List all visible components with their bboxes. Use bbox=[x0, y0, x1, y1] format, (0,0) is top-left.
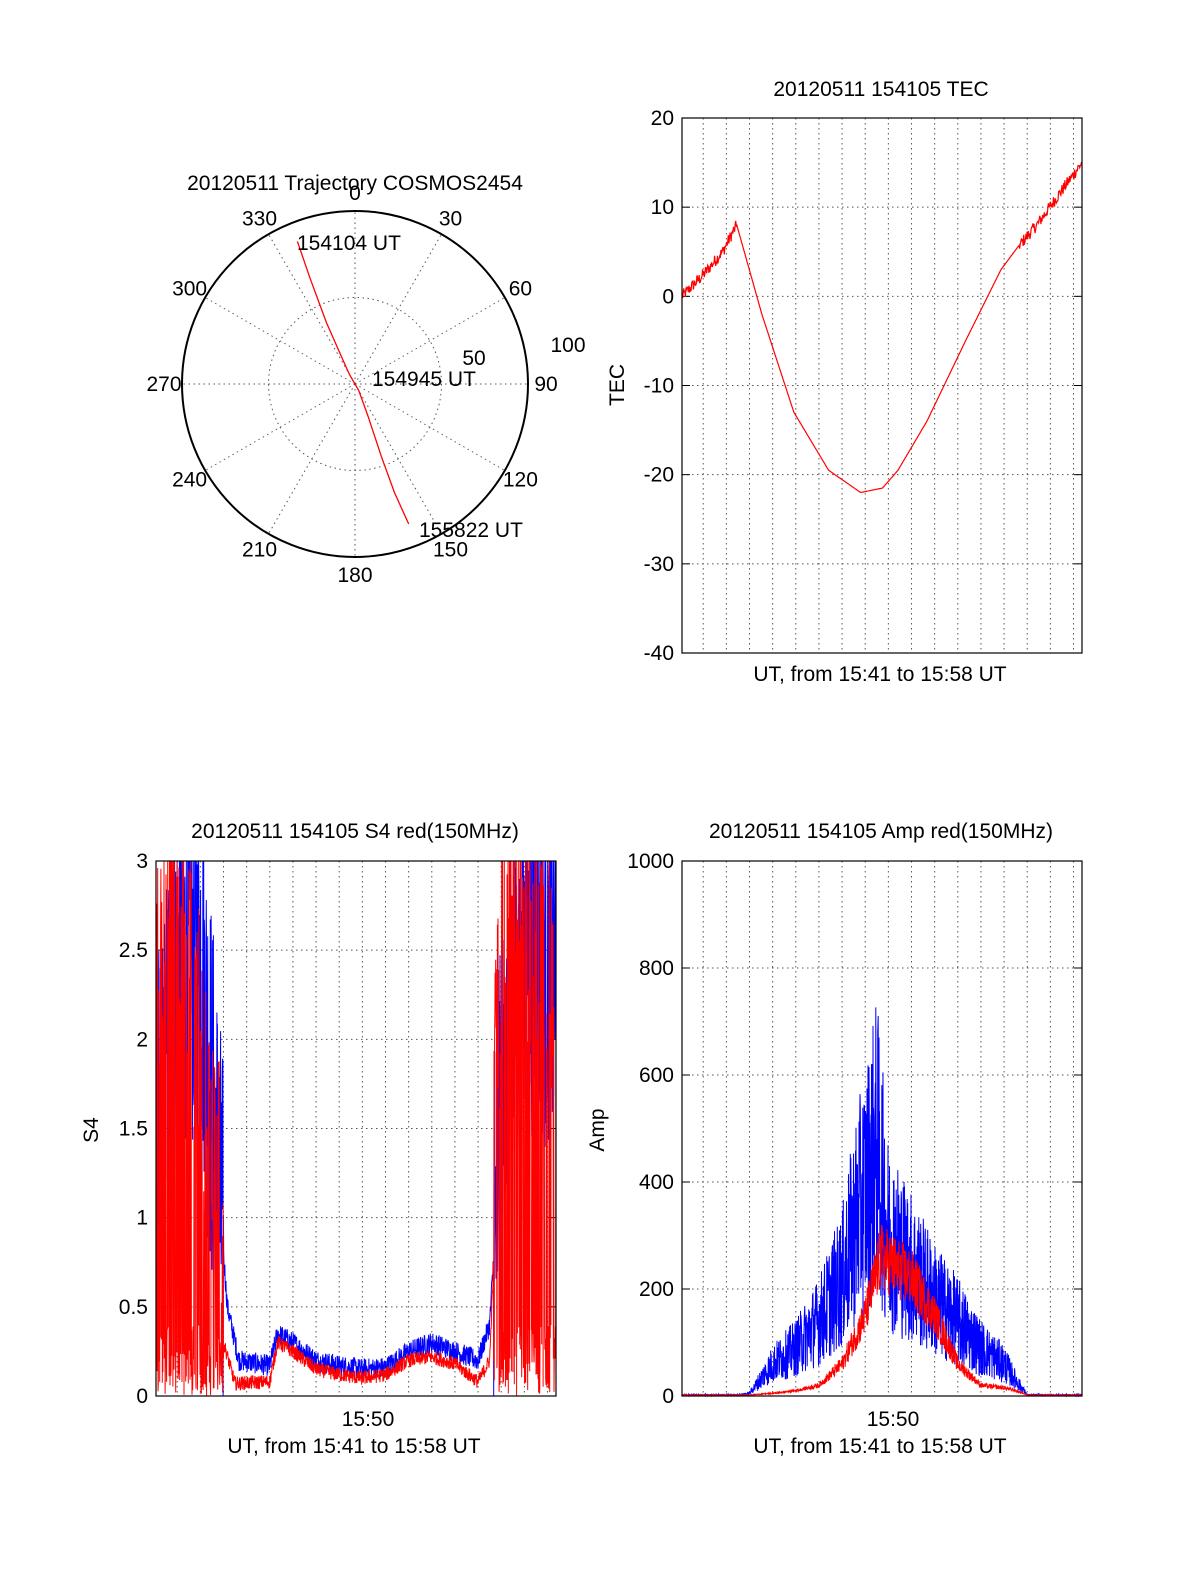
s4-y-tick-label: 0 bbox=[136, 1385, 148, 1408]
polar-grid-spoke bbox=[354, 383, 506, 471]
s4-plot-frame bbox=[155, 860, 557, 1397]
tec-y-tick-label: 0 bbox=[662, 285, 674, 308]
amp-x-axis-label: UT, from 15:41 to 15:58 UT bbox=[753, 1435, 1006, 1458]
s4-y-tick-label: 3 bbox=[136, 850, 148, 873]
s4-y-tick-label: 1 bbox=[136, 1207, 148, 1230]
azimuth-label: 60 bbox=[509, 278, 532, 301]
polar-outer-ring bbox=[181, 210, 529, 558]
trajectory-series-line bbox=[296, 241, 410, 525]
s4-y-tick-labels: 3 2.5 2 1.5 1 0.5 0 bbox=[119, 850, 148, 1408]
s4-y-tick-label: 2.5 bbox=[119, 939, 148, 962]
polar-grid-spoke bbox=[204, 297, 356, 385]
amp-y-tick-label: 1000 bbox=[627, 850, 674, 873]
amp-blue-series-line bbox=[681, 1007, 1083, 1398]
tec-y-tick-label: 10 bbox=[651, 196, 674, 219]
amp-x-tick-label: 15:50 bbox=[867, 1408, 920, 1431]
azimuth-label: 210 bbox=[242, 538, 277, 561]
polar-grid-spoke bbox=[268, 233, 356, 385]
azimuth-label: 300 bbox=[172, 278, 207, 301]
tec-y-tick-labels: 20 10 0 -10 -20 -30 -40 bbox=[644, 107, 674, 665]
tec-grid bbox=[682, 117, 1082, 654]
tec-series-line bbox=[681, 162, 1083, 494]
amp-y-axis-label: Amp bbox=[586, 1108, 609, 1151]
amp-y-tick-label: 200 bbox=[639, 1278, 674, 1301]
tec-y-axis-label: TEC bbox=[606, 364, 629, 406]
azimuth-label: 120 bbox=[503, 469, 538, 492]
s4-y-tick-label: 0.5 bbox=[119, 1296, 148, 1319]
azimuth-label: 90 bbox=[534, 373, 557, 396]
amp-red-series-line bbox=[681, 1224, 1083, 1397]
azimuth-label: 0 bbox=[349, 182, 361, 205]
amp-y-tick-label: 0 bbox=[662, 1385, 674, 1408]
tec-y-tick-label: -30 bbox=[644, 553, 674, 576]
polar-grid-spoke bbox=[268, 383, 356, 535]
trajectory-start-annotation: 154104 UT bbox=[297, 232, 401, 255]
azimuth-label: 150 bbox=[433, 538, 468, 561]
s4-y-tick-label: 2 bbox=[136, 1028, 148, 1051]
tec-plot-frame bbox=[681, 117, 1083, 654]
amp-plot-frame bbox=[681, 860, 1083, 1397]
tec-title: 20120511 154105 TEC bbox=[773, 78, 988, 101]
tec-panel: 20120511 154105 TEC 20 10 0 -10 -20 -30 -40 TE… bbox=[606, 78, 1083, 686]
s4-x-axis-label: UT, from 15:41 to 15:58 UT bbox=[227, 1435, 480, 1458]
trajectory-mid-annotation: 154945 UT bbox=[372, 368, 476, 391]
tec-y-tick-label: -10 bbox=[644, 375, 674, 398]
polar-trajectory-panel: 20120511 Trajectory COSMOS2454 0 30 60 90 12… bbox=[146, 172, 585, 587]
s4-y-tick-label: 1.5 bbox=[119, 1118, 148, 1141]
tec-y-tick-label: 20 bbox=[651, 107, 674, 130]
polar-grid-spoke bbox=[204, 383, 356, 471]
amp-y-tick-label: 600 bbox=[639, 1064, 674, 1087]
tec-y-tick-label: -20 bbox=[644, 464, 674, 487]
polar-grid bbox=[182, 211, 528, 557]
trajectory-end-annotation: 155822 UT bbox=[419, 519, 523, 542]
s4-y-axis-label: S4 bbox=[80, 1117, 103, 1143]
polar-grid-spoke bbox=[354, 297, 506, 385]
polar-azimuth-labels: 0 30 60 90 120 150 180 210 240 270 300 330 bbox=[146, 182, 557, 587]
azimuth-label: 270 bbox=[146, 373, 181, 396]
s4-x-tick-label: 15:50 bbox=[342, 1408, 395, 1431]
polar-grid-spoke bbox=[354, 233, 442, 385]
elevation-ring-label-50: 50 bbox=[462, 347, 485, 370]
s4-blue-series-line bbox=[155, 860, 557, 1397]
azimuth-label: 330 bbox=[242, 208, 277, 231]
tec-x-axis-label: UT, from 15:41 to 15:58 UT bbox=[753, 663, 1006, 686]
polar-grid-spoke bbox=[354, 383, 442, 535]
s4-panel: 20120511 154105 S4 red(150MHz) 3 2.5 2 1.5 1… bbox=[80, 820, 557, 1458]
amp-y-tick-label: 400 bbox=[639, 1171, 674, 1194]
polar-title: 20120511 Trajectory COSMOS2454 bbox=[187, 172, 523, 195]
amp-y-tick-labels: 1000 800 600 400 200 0 bbox=[627, 850, 674, 1408]
tec-y-tick-label: -40 bbox=[644, 642, 674, 665]
amp-title: 20120511 154105 Amp red(150MHz) bbox=[709, 820, 1053, 843]
azimuth-label: 240 bbox=[172, 469, 207, 492]
amp-y-tick-label: 800 bbox=[639, 957, 674, 980]
elevation-ring-label-100: 100 bbox=[550, 334, 585, 357]
azimuth-label: 180 bbox=[337, 564, 372, 587]
amp-panel: 20120511 154105 Amp red(150MHz) 1000 800 6… bbox=[586, 820, 1083, 1458]
azimuth-label: 30 bbox=[439, 208, 462, 231]
s4-title: 20120511 154105 S4 red(150MHz) bbox=[191, 820, 519, 843]
s4-red-series-line bbox=[155, 860, 557, 1396]
